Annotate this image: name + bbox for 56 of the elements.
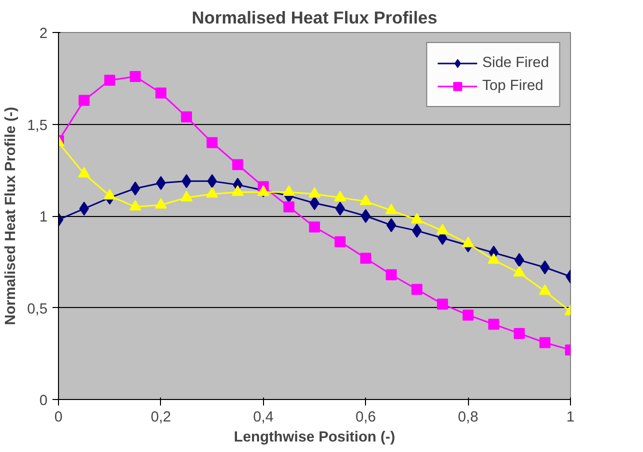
x-tick-label: 0,6: [356, 410, 376, 426]
point: [436, 224, 448, 234]
point: [104, 188, 116, 200]
point: [309, 222, 320, 233]
x-tick-label: 0,4: [253, 410, 274, 426]
chart-title: Normalised Heat Flux Profiles: [192, 8, 438, 28]
point: [282, 185, 295, 196]
point: [78, 166, 90, 178]
x-axis-title: Lengthwise Position (-): [234, 430, 396, 446]
x-tick-label: 0: [54, 410, 63, 426]
point: [360, 194, 372, 205]
point: [206, 187, 218, 198]
point: [334, 190, 346, 202]
point: [206, 137, 218, 148]
point: [308, 187, 320, 198]
y-axis-title: Normalised Heat Flux Profile (-): [3, 106, 20, 326]
point: [411, 284, 422, 295]
point: [232, 159, 244, 170]
point: [129, 200, 142, 210]
y-tick-label: 0: [39, 393, 48, 409]
point: [154, 198, 167, 209]
point: [437, 298, 448, 310]
point: [488, 253, 500, 264]
point: [410, 212, 423, 224]
point: [488, 318, 500, 330]
y-tick-label: 2: [39, 26, 48, 42]
point: [386, 218, 396, 232]
point: [539, 337, 550, 348]
y-tick-label: 1: [39, 210, 48, 226]
point: [181, 111, 192, 122]
point: [155, 88, 166, 99]
x-tick-label: 0,2: [150, 410, 172, 426]
point: [334, 236, 346, 248]
point: [360, 209, 371, 223]
point: [360, 252, 372, 264]
point: [462, 236, 474, 248]
x-tick-label: 1: [566, 410, 575, 426]
point: [385, 204, 398, 214]
point: [180, 190, 192, 202]
point: [514, 328, 525, 339]
point: [283, 201, 294, 212]
point: [130, 181, 140, 196]
point: [538, 284, 551, 295]
point: [104, 74, 116, 86]
point: [513, 266, 526, 277]
legend-label: Top Fired: [482, 78, 544, 94]
point: [386, 269, 397, 280]
point: [514, 253, 524, 268]
y-tick-label: 1,5: [27, 118, 48, 134]
legend-label: Side Fired: [482, 55, 549, 71]
y-tick-label: 0,5: [27, 301, 48, 318]
point: [130, 71, 141, 82]
point: [232, 185, 244, 196]
point: [78, 94, 90, 106]
point: [462, 310, 474, 321]
x-tick-label: 0,8: [458, 410, 478, 426]
